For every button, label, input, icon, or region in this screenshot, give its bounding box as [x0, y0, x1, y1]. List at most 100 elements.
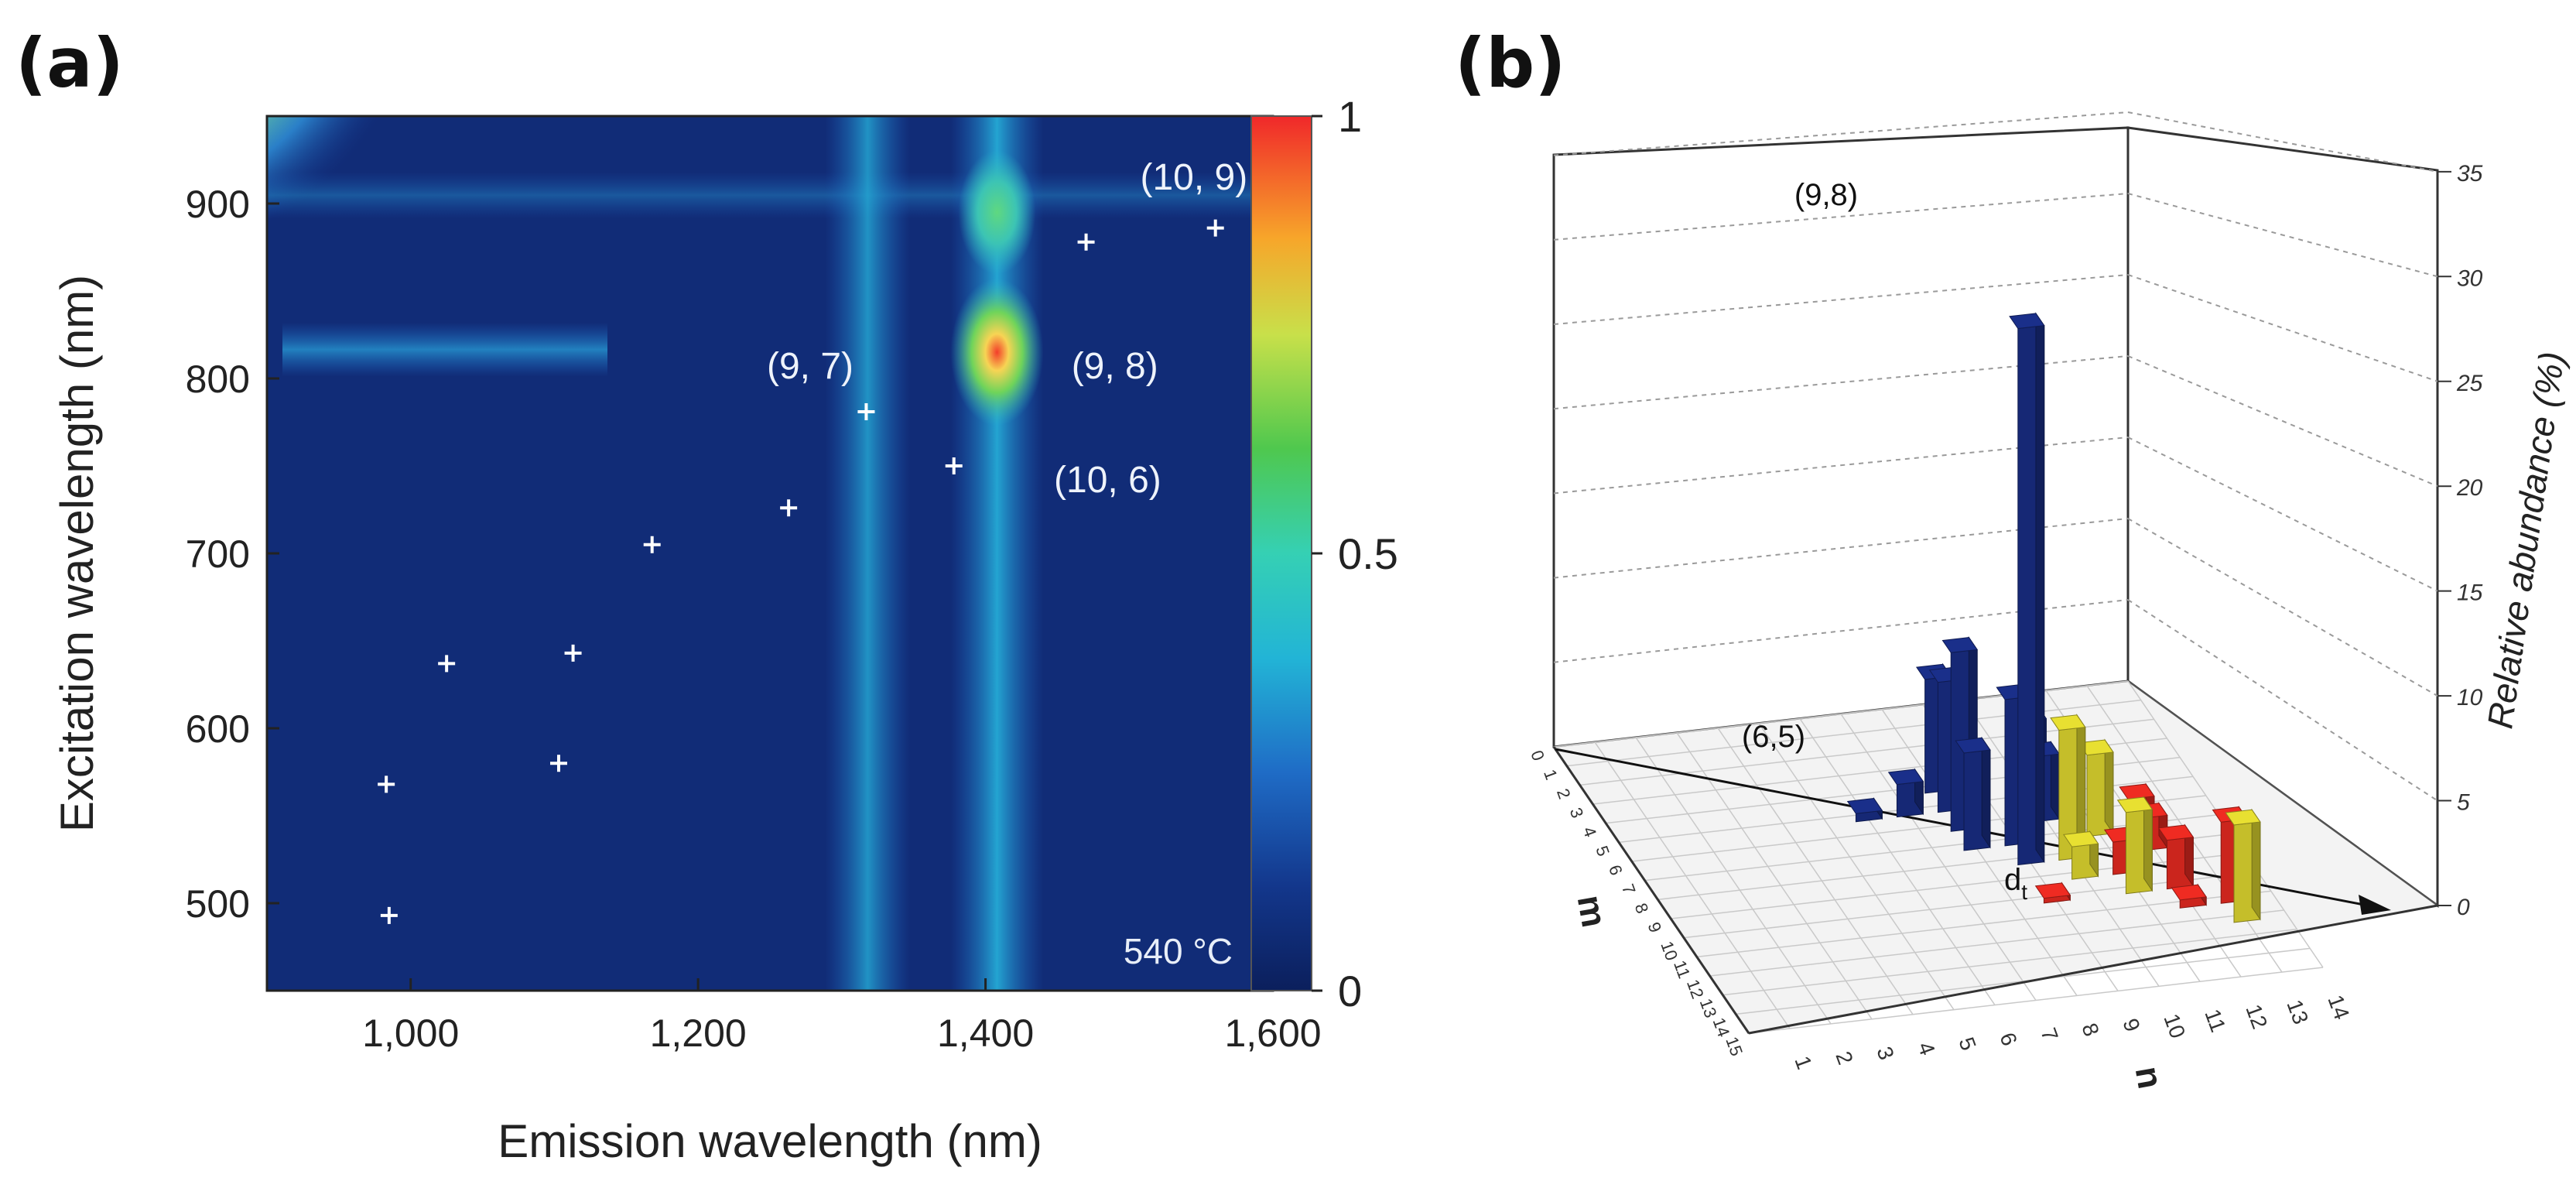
- bar-top-face: [2119, 783, 2155, 800]
- n-tick-label: 11: [2200, 1006, 2230, 1036]
- chirality-marker: [643, 536, 661, 553]
- floor-grid-line: [1683, 871, 2259, 939]
- chirality-marker: [1206, 219, 1224, 237]
- m-tick-label: 7: [1618, 882, 1640, 897]
- back-wall-gridline: [1553, 274, 2129, 325]
- bar: [2050, 714, 2086, 861]
- bar: [2157, 823, 2195, 890]
- m-tick-label: 14: [1709, 1015, 1734, 1039]
- floor-grid-line: [1579, 718, 2154, 786]
- x-tick-label: 1,200: [650, 1012, 747, 1055]
- chirality-marker: [945, 457, 963, 474]
- n-tick-label: 14: [2323, 991, 2354, 1022]
- bar-top-face: [1955, 737, 1991, 754]
- bar: [1955, 736, 1991, 851]
- bar-side-face: [2143, 796, 2153, 892]
- hotspot: [950, 279, 1044, 426]
- m-tick-label: 4: [1579, 824, 1601, 840]
- bar: [1846, 796, 1883, 823]
- bar-top-face: [2009, 313, 2045, 330]
- excitation-band-upper: [267, 172, 1273, 219]
- m-tick-label: 0: [1527, 748, 1548, 763]
- n-tick-label: 2: [1831, 1048, 1857, 1067]
- bar: [2062, 830, 2099, 880]
- side-wall-gridline: [2127, 274, 2438, 382]
- bar: [2225, 808, 2261, 923]
- bar: [2171, 883, 2208, 909]
- x-tick-label: 1,000: [362, 1012, 459, 1055]
- floor-grid-line: [1881, 709, 2078, 996]
- n-tick-label: 12: [2241, 1001, 2272, 1032]
- panel-a: (a) 1,000 1,200 1,400 1,600 500 600 700 800 900 …: [15, 23, 1398, 1167]
- panel-a-label: (a): [15, 23, 124, 103]
- n-tick-label: 3: [1872, 1043, 1898, 1063]
- bar-side-face: [1981, 736, 1991, 849]
- dt-label-sub: t: [2021, 880, 2027, 904]
- floor-grid-line: [1566, 699, 2141, 767]
- z-tick-label: 10: [2457, 685, 2483, 710]
- side-wall-gridline: [2127, 518, 2438, 697]
- bar-top-face: [2050, 714, 2086, 731]
- m-tick-label: 10: [1657, 939, 1681, 964]
- y-tick-label: 900: [186, 183, 250, 226]
- floor-grid-line: [1635, 737, 1832, 1025]
- z-tick-label: 15: [2457, 580, 2483, 606]
- chirality-annotation: (10, 6): [1054, 460, 1161, 501]
- chirality-marker: [378, 775, 395, 793]
- side-wall-gridline: [2127, 193, 2438, 278]
- bar-top-face: [2034, 882, 2071, 899]
- n-tick-label: 8: [2077, 1020, 2103, 1039]
- bar: [1887, 768, 1924, 818]
- side-wall-gridline: [2127, 355, 2438, 488]
- m-tick-label: 12: [1683, 977, 1708, 1001]
- colorbar: 00.51: [1250, 92, 1398, 1015]
- m-tick-label: 3: [1566, 805, 1588, 820]
- bar-top-face: [2157, 824, 2195, 841]
- chirality-marker: [380, 906, 398, 924]
- m-tick-label: 15: [1722, 1034, 1746, 1059]
- bar-side-face: [2251, 808, 2261, 921]
- chirality-marker: [550, 755, 567, 772]
- heatmap-background-tone: [267, 116, 1273, 991]
- m-tick-label: 1: [1540, 767, 1562, 782]
- z-tick-label: 20: [2456, 475, 2483, 501]
- dt-label: dt: [2004, 863, 2027, 904]
- heatmap-plot: 1,000 1,200 1,400 1,600 500 600 700 800 900 (10,…: [186, 115, 1322, 1055]
- n-tick-label: 4: [1913, 1039, 1939, 1058]
- n-axis-edge: [1748, 904, 2438, 1035]
- x-tick-label: 1,400: [937, 1012, 1034, 1055]
- chirality-marker: [780, 499, 798, 517]
- n-tick-label: 7: [2036, 1025, 2062, 1044]
- z-tick-label: 30: [2457, 265, 2483, 291]
- bar-top-face: [2062, 830, 2099, 847]
- floor-grid-line: [1748, 967, 2324, 1034]
- bar: [2116, 796, 2154, 895]
- colorbar-gradient: [1250, 115, 1312, 991]
- bar-side-face: [2104, 738, 2114, 835]
- n-tick-label: 5: [1954, 1034, 1980, 1053]
- annotation-6-5: (6,5): [1742, 720, 1805, 754]
- side-wall-gridline: [2127, 111, 2438, 173]
- back-wall-gridline: [1553, 111, 2129, 156]
- bar-top-face: [2225, 809, 2261, 826]
- bar-top-face: [2171, 884, 2208, 901]
- chirality-marker: [1077, 233, 1095, 251]
- m-tick-label: 11: [1670, 957, 1694, 981]
- chirality-annotation: (10, 9): [1140, 157, 1247, 198]
- bar-top-face: [1941, 637, 1979, 653]
- z-tick-label: 25: [2456, 371, 2483, 396]
- m-tick-label: 5: [1592, 843, 1613, 858]
- m-tick-label: 8: [1631, 900, 1653, 916]
- side-wall-gridline: [2127, 599, 2438, 802]
- n-tick-label: 13: [2282, 997, 2313, 1028]
- bar-top-face: [1887, 769, 1924, 786]
- x-tick-label: 1,600: [1224, 1012, 1321, 1055]
- chirality-annotation: (9, 8): [1072, 346, 1158, 387]
- m-axis-edge: [1552, 746, 1750, 1034]
- n-tick-label: 10: [2159, 1011, 2190, 1042]
- m-tick-label: 9: [1644, 919, 1666, 935]
- temperature-label: 540 °C: [1124, 931, 1233, 971]
- chirality-marker: [857, 402, 875, 420]
